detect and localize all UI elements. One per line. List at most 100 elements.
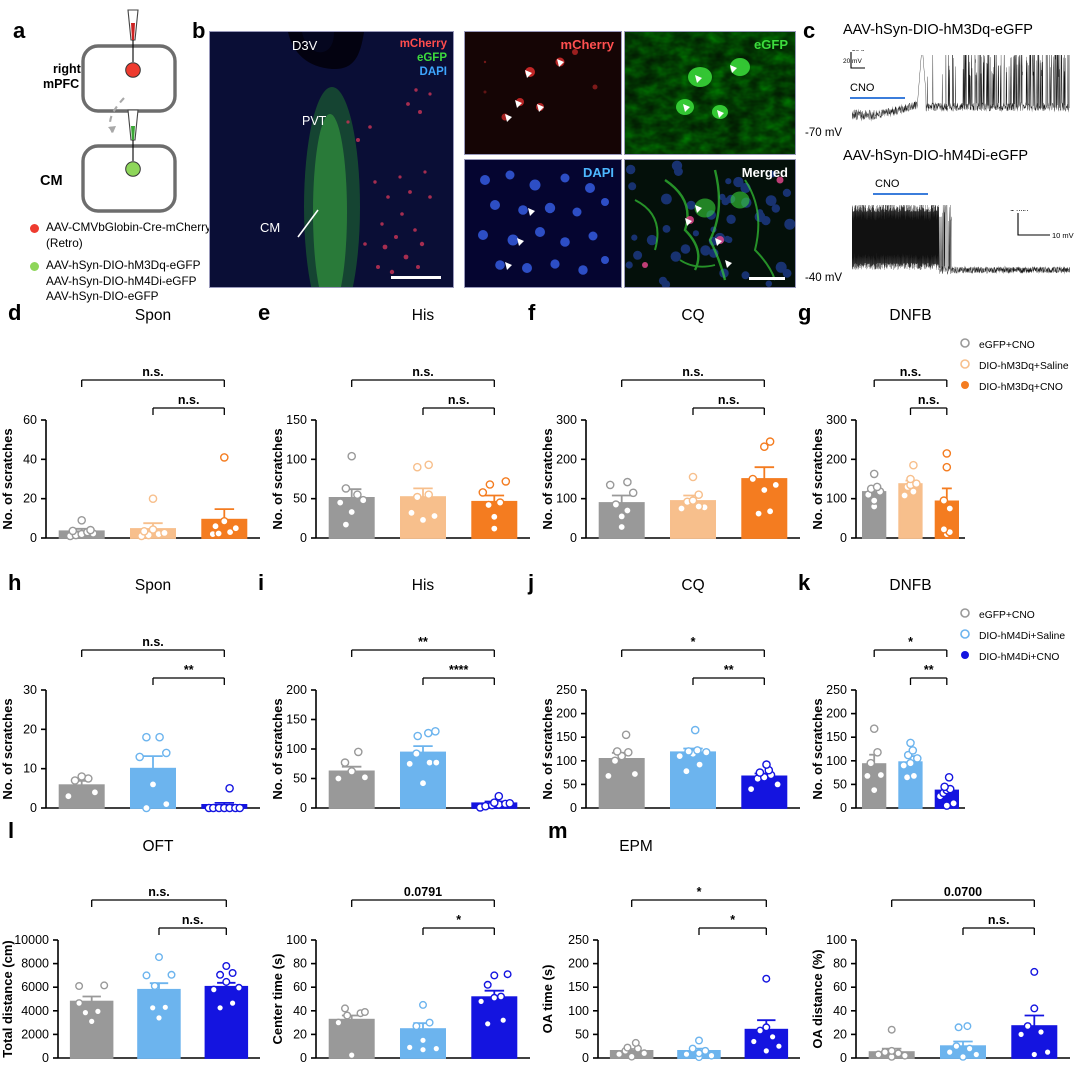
svg-text:No. of scratches: No. of scratches: [0, 428, 15, 529]
svg-text:1 min: 1 min: [1010, 210, 1028, 213]
svg-text:150: 150: [826, 730, 847, 744]
svg-text:150: 150: [568, 980, 589, 994]
svg-text:**: **: [418, 635, 428, 649]
svg-text:0: 0: [30, 531, 37, 545]
svg-text:*: *: [456, 913, 461, 927]
svg-text:**: **: [184, 663, 194, 677]
svg-text:150: 150: [286, 413, 307, 427]
svg-text:n.s.: n.s.: [182, 913, 204, 927]
svg-text:60: 60: [833, 980, 847, 994]
svg-text:Center time (s): Center time (s): [270, 953, 285, 1044]
svg-text:Spon: Spon: [135, 307, 171, 324]
svg-text:DIO-hM4Di+Saline: DIO-hM4Di+Saline: [979, 631, 1065, 642]
svg-text:DIO-hM3Dq+CNO: DIO-hM3Dq+CNO: [979, 382, 1063, 393]
svg-text:0: 0: [840, 531, 847, 545]
svg-text:150: 150: [286, 713, 307, 727]
svg-text:200: 200: [826, 707, 847, 721]
svg-text:30 s: 30 s: [852, 50, 865, 53]
svg-text:300: 300: [556, 413, 577, 427]
svg-text:0: 0: [300, 801, 307, 815]
svg-text:0: 0: [570, 801, 577, 815]
svg-text:OA time (s): OA time (s): [540, 965, 555, 1034]
svg-text:100: 100: [556, 754, 577, 768]
svg-text:200: 200: [826, 452, 847, 466]
svg-text:50: 50: [563, 777, 577, 791]
svg-text:**: **: [924, 663, 934, 677]
svg-text:**: **: [724, 663, 734, 677]
svg-text:50: 50: [293, 492, 307, 506]
svg-text:40: 40: [293, 1004, 307, 1018]
svg-text:0: 0: [42, 1051, 49, 1065]
svg-text:Spon: Spon: [135, 577, 171, 594]
svg-text:****: ****: [449, 663, 469, 677]
svg-text:250: 250: [556, 683, 577, 697]
svg-text:n.s.: n.s.: [718, 393, 740, 407]
svg-text:No. of scratches: No. of scratches: [540, 698, 555, 799]
svg-text:100: 100: [286, 742, 307, 756]
svg-text:40: 40: [23, 452, 37, 466]
svg-text:100: 100: [286, 452, 307, 466]
svg-text:No. of scratches: No. of scratches: [810, 428, 825, 529]
svg-text:200: 200: [556, 707, 577, 721]
svg-text:n.s.: n.s.: [682, 365, 704, 379]
svg-text:eGFP+CNO: eGFP+CNO: [979, 340, 1035, 351]
svg-text:n.s.: n.s.: [448, 393, 470, 407]
svg-text:0: 0: [840, 1051, 847, 1065]
svg-text:60: 60: [23, 413, 37, 427]
svg-text:No. of scratches: No. of scratches: [270, 698, 285, 799]
svg-text:0: 0: [840, 801, 847, 815]
svg-text:100: 100: [826, 492, 847, 506]
svg-text:0.0791: 0.0791: [404, 885, 442, 899]
svg-text:No. of scratches: No. of scratches: [810, 698, 825, 799]
svg-text:mPFC: mPFC: [43, 77, 79, 91]
svg-text:100: 100: [286, 933, 307, 947]
svg-text:200: 200: [568, 957, 589, 971]
svg-text:50: 50: [833, 777, 847, 791]
svg-text:30: 30: [23, 683, 37, 697]
svg-text:100: 100: [568, 1004, 589, 1018]
svg-text:0: 0: [300, 531, 307, 545]
svg-text:20: 20: [833, 1027, 847, 1041]
svg-text:n.s.: n.s.: [900, 365, 922, 379]
svg-text:CQ: CQ: [681, 577, 704, 594]
svg-text:DNFB: DNFB: [889, 307, 931, 324]
svg-text:50: 50: [293, 772, 307, 786]
svg-text:40: 40: [833, 1004, 847, 1018]
svg-text:4000: 4000: [21, 1004, 49, 1018]
svg-text:20: 20: [293, 1027, 307, 1041]
svg-text:0: 0: [30, 801, 37, 815]
svg-text:20: 20: [23, 492, 37, 506]
svg-text:*: *: [691, 635, 696, 649]
svg-text:n.s.: n.s.: [178, 393, 200, 407]
svg-text:n.s.: n.s.: [412, 365, 434, 379]
svg-text:250: 250: [568, 933, 589, 947]
svg-text:*: *: [908, 635, 913, 649]
svg-text:100: 100: [826, 754, 847, 768]
svg-text:No. of scratches: No. of scratches: [540, 428, 555, 529]
svg-text:His: His: [412, 307, 435, 324]
svg-text:50: 50: [575, 1027, 589, 1041]
svg-text:No. of scratches: No. of scratches: [0, 698, 15, 799]
svg-text:*: *: [730, 913, 735, 927]
svg-text:DNFB: DNFB: [889, 577, 931, 594]
svg-text:200: 200: [556, 452, 577, 466]
svg-text:250: 250: [826, 683, 847, 697]
svg-text:right: right: [53, 62, 82, 76]
svg-text:n.s.: n.s.: [918, 393, 940, 407]
svg-text:80: 80: [293, 957, 307, 971]
svg-text:DIO-hM4Di+CNO: DIO-hM4Di+CNO: [979, 652, 1059, 663]
svg-text:n.s.: n.s.: [148, 885, 170, 899]
svg-text:150: 150: [556, 730, 577, 744]
svg-text:CQ: CQ: [681, 307, 704, 324]
svg-text:*: *: [697, 885, 702, 899]
svg-text:80: 80: [833, 957, 847, 971]
svg-text:His: His: [412, 577, 435, 594]
svg-text:0: 0: [582, 1051, 589, 1065]
svg-text:DIO-hM3Dq+Saline: DIO-hM3Dq+Saline: [979, 361, 1069, 372]
svg-text:Total distance (cm): Total distance (cm): [0, 940, 15, 1058]
svg-text:6000: 6000: [21, 980, 49, 994]
svg-text:200: 200: [286, 683, 307, 697]
svg-text:10: 10: [23, 762, 37, 776]
svg-text:eGFP+CNO: eGFP+CNO: [979, 610, 1035, 621]
svg-text:8000: 8000: [21, 957, 49, 971]
